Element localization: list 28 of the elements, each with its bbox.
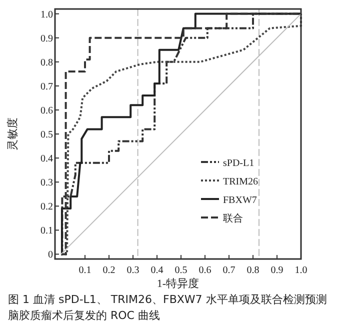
text: 图 1 血清 sPD-L1、 TRIM26、FBXW7 水平单项及联合检测预测脑胶质瘤术后复发的 ROC 曲线 <box>8 292 328 324</box>
x-tick-label: 0.4 <box>150 265 164 276</box>
y-tick-label: 0.6 <box>40 105 53 116</box>
x-tick-label: 0.8 <box>246 265 260 276</box>
y-tick-label: 0.4 <box>40 154 53 165</box>
y-tick-label: 0.1 <box>40 226 53 237</box>
y-tick-label: 0.9 <box>40 33 53 44</box>
y-tick-label: 0 <box>48 250 53 261</box>
x-tick-label: 0.5 <box>174 265 188 276</box>
x-tick-label: 0.6 <box>198 265 212 276</box>
legend-label: TRIM26 <box>223 176 258 188</box>
x-tick-label: 0.1 <box>78 265 92 276</box>
x-tick-label: 0.9 <box>270 265 284 276</box>
x-axis-title: 1-特异度 <box>156 277 200 290</box>
legend-label: FBXW7 <box>223 195 257 206</box>
y-tick-label: 0.8 <box>40 57 53 68</box>
x-tick-label: 0.3 <box>126 265 140 276</box>
x-tick-label: 0.7 <box>222 265 236 276</box>
x-tick-label: 1.0 <box>294 265 308 276</box>
y-tick-label: 0.7 <box>40 81 53 92</box>
y-tick-label: 0.2 <box>40 202 53 213</box>
legend-label: sPD-L1 <box>223 158 254 169</box>
y-tick-label: 0.3 <box>40 178 53 189</box>
y-tick-label: 1.0 <box>40 9 53 20</box>
x-tick-label: 0.2 <box>102 265 116 276</box>
legend-label: 联合 <box>223 212 243 224</box>
y-axis-title: 灵敏度 <box>6 118 19 150</box>
y-tick-label: 0.5 <box>40 130 53 140</box>
